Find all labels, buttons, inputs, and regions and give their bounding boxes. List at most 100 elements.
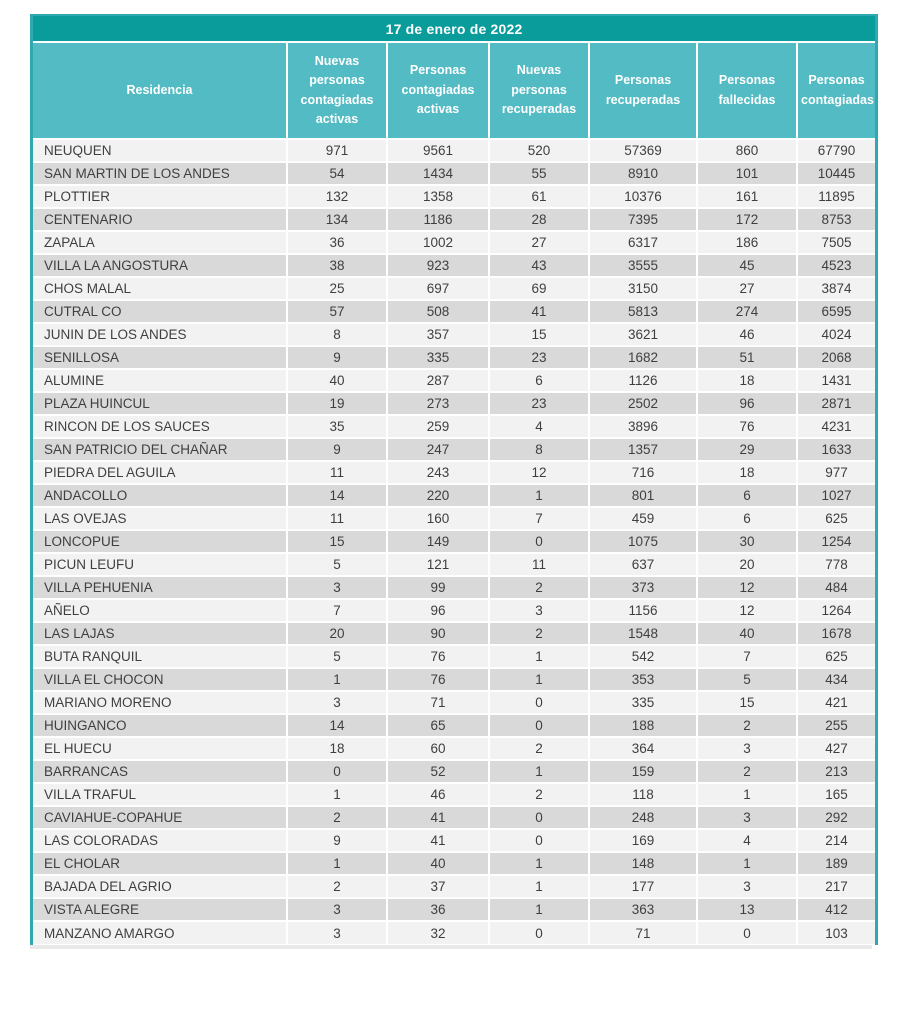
- value-cell: 1027: [798, 485, 876, 508]
- residencia-cell: EL CHOLAR: [33, 853, 288, 876]
- value-cell: 5813: [590, 301, 698, 324]
- value-cell: 1: [490, 669, 590, 692]
- value-cell: 18: [698, 370, 798, 393]
- residencia-cell: CUTRAL CO: [33, 301, 288, 324]
- table-row: BAJADA DEL AGRIO 2 37 1 177 3 217: [33, 876, 876, 899]
- value-cell: 3: [288, 577, 388, 600]
- residencia-cell: HUINGANCO: [33, 715, 288, 738]
- value-cell: 65: [388, 715, 490, 738]
- residencia-cell: ANDACOLLO: [33, 485, 288, 508]
- value-cell: 45: [698, 255, 798, 278]
- header-row: Residencia Nuevas personas contagiadas a…: [33, 43, 876, 140]
- value-cell: 248: [590, 807, 698, 830]
- value-cell: 76: [388, 646, 490, 669]
- value-cell: 11: [288, 462, 388, 485]
- table-body: NEUQUEN 971 9561 520 57369 860 67790 SAN MARTIN…: [33, 140, 876, 945]
- value-cell: 1186: [388, 209, 490, 232]
- value-cell: 57: [288, 301, 388, 324]
- value-cell: 55: [490, 163, 590, 186]
- value-cell: 1254: [798, 531, 876, 554]
- value-cell: 1: [490, 899, 590, 922]
- value-cell: 38: [288, 255, 388, 278]
- value-cell: 11: [288, 508, 388, 531]
- value-cell: 15: [288, 531, 388, 554]
- value-cell: 8: [490, 439, 590, 462]
- value-cell: 778: [798, 554, 876, 577]
- value-cell: 1682: [590, 347, 698, 370]
- value-cell: 41: [388, 807, 490, 830]
- value-cell: 149: [388, 531, 490, 554]
- value-cell: 189: [798, 853, 876, 876]
- table-row: PLAZA HUINCUL 19 273 23 2502 96 2871: [33, 393, 876, 416]
- value-cell: 121: [388, 554, 490, 577]
- residencia-cell: AÑELO: [33, 600, 288, 623]
- value-cell: 161: [698, 186, 798, 209]
- residencia-cell: PLOTTIER: [33, 186, 288, 209]
- table-row: VILLA PEHUENIA 3 99 2 373 12 484: [33, 577, 876, 600]
- table-row: EL CHOLAR 1 40 1 148 1 189: [33, 853, 876, 876]
- value-cell: 2: [288, 876, 388, 899]
- value-cell: 40: [388, 853, 490, 876]
- value-cell: 220: [388, 485, 490, 508]
- value-cell: 101: [698, 163, 798, 186]
- table-row: LAS LAJAS 20 90 2 1548 40 1678: [33, 623, 876, 646]
- value-cell: 6: [698, 508, 798, 531]
- value-cell: 6: [698, 485, 798, 508]
- residencia-cell: BAJADA DEL AGRIO: [33, 876, 288, 899]
- residencia-cell: VILLA TRAFUL: [33, 784, 288, 807]
- value-cell: 32: [388, 922, 490, 945]
- residencia-cell: EL HUECU: [33, 738, 288, 761]
- table-row: PICUN LEUFU 5 121 11 637 20 778: [33, 554, 876, 577]
- table-row: EL HUECU 18 60 2 364 3 427: [33, 738, 876, 761]
- covid-data-table: 17 de enero de 2022 Residencia Nuevas pe…: [30, 14, 879, 945]
- residencia-cell: LAS LAJAS: [33, 623, 288, 646]
- value-cell: 7505: [798, 232, 876, 255]
- value-cell: 4523: [798, 255, 876, 278]
- value-cell: 103: [798, 922, 876, 945]
- value-cell: 90: [388, 623, 490, 646]
- table-row: LAS OVEJAS 11 160 7 459 6 625: [33, 508, 876, 531]
- value-cell: 37: [388, 876, 490, 899]
- value-cell: 18: [288, 738, 388, 761]
- value-cell: 421: [798, 692, 876, 715]
- value-cell: 3: [288, 899, 388, 922]
- residencia-cell: MANZANO AMARGO: [33, 922, 288, 945]
- value-cell: 35: [288, 416, 388, 439]
- value-cell: 434: [798, 669, 876, 692]
- value-cell: 1434: [388, 163, 490, 186]
- value-cell: 1075: [590, 531, 698, 554]
- value-cell: 15: [490, 324, 590, 347]
- residencia-cell: ALUMINE: [33, 370, 288, 393]
- value-cell: 363: [590, 899, 698, 922]
- value-cell: 27: [698, 278, 798, 301]
- value-cell: 484: [798, 577, 876, 600]
- value-cell: 18: [698, 462, 798, 485]
- residencia-cell: CENTENARIO: [33, 209, 288, 232]
- table-row: MANZANO AMARGO 3 32 0 71 0 103: [33, 922, 876, 945]
- value-cell: 2871: [798, 393, 876, 416]
- value-cell: 716: [590, 462, 698, 485]
- table-row: JUNIN DE LOS ANDES 8 357 15 3621 46 4024: [33, 324, 876, 347]
- value-cell: 1: [490, 485, 590, 508]
- value-cell: 1358: [388, 186, 490, 209]
- value-cell: 188: [590, 715, 698, 738]
- residencia-cell: RINCON DE LOS SAUCES: [33, 416, 288, 439]
- value-cell: 1126: [590, 370, 698, 393]
- residencia-cell: CHOS MALAL: [33, 278, 288, 301]
- value-cell: 520: [490, 140, 590, 163]
- value-cell: 96: [698, 393, 798, 416]
- value-cell: 12: [698, 600, 798, 623]
- column-header-nuevas-contagiadas-activas: Nuevas personas contagiadas activas: [288, 43, 388, 140]
- value-cell: 148: [590, 853, 698, 876]
- value-cell: 0: [490, 830, 590, 853]
- value-cell: 1431: [798, 370, 876, 393]
- value-cell: 6317: [590, 232, 698, 255]
- value-cell: 255: [798, 715, 876, 738]
- value-cell: 60: [388, 738, 490, 761]
- value-cell: 335: [590, 692, 698, 715]
- table-row: CENTENARIO 134 1186 28 7395 172 8753: [33, 209, 876, 232]
- table-head: 17 de enero de 2022 Residencia Nuevas pe…: [33, 16, 876, 140]
- value-cell: 697: [388, 278, 490, 301]
- value-cell: 51: [698, 347, 798, 370]
